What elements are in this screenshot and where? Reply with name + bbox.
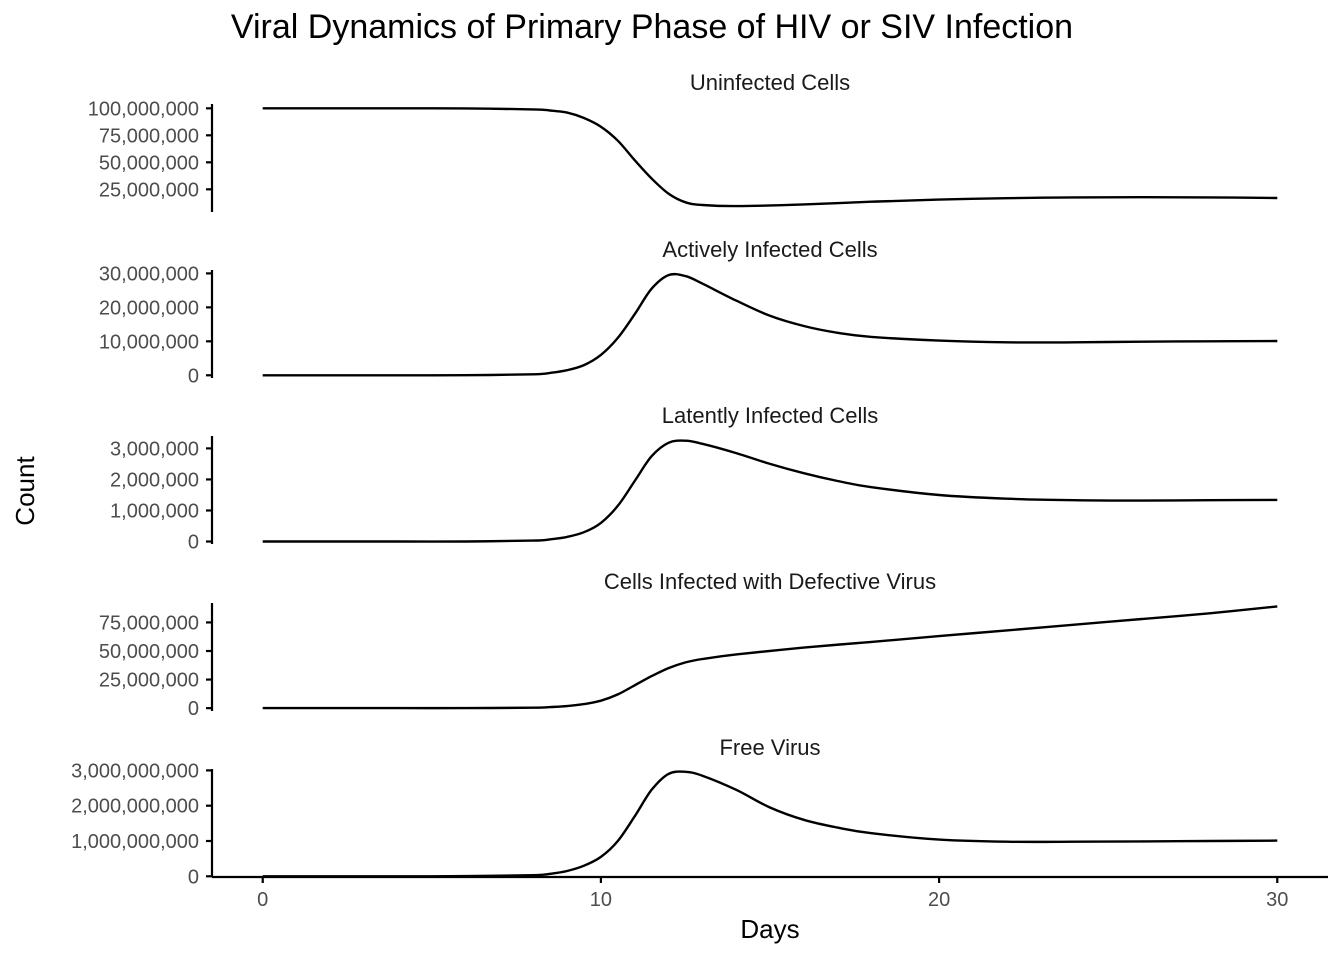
y-tick-label: 0 [188, 866, 199, 888]
panel-3: Latently Infected Cells 0 1,000,000 2,000,0… [110, 403, 1278, 554]
y-tick-label: 0 [188, 365, 199, 387]
y-tick-label: 25,000,000 [99, 670, 199, 692]
y-tick-label: 10,000,000 [99, 331, 199, 353]
y-tick-label: 1,000,000,000 [71, 831, 199, 853]
y-axis-title: Count [10, 456, 40, 526]
y-tick-label: 3,000,000,000 [71, 760, 199, 782]
panels: Uninfected Cells 25,000,000 50,000,000 75,0… [71, 70, 1278, 888]
y-tick-label: 25,000,000 [99, 179, 199, 201]
y-tick-label: 30,000,000 [99, 263, 199, 285]
y-tick-label: 20,000,000 [99, 297, 199, 319]
x-tick-label: 20 [928, 889, 950, 911]
series-line [262, 439, 1278, 543]
series-line [262, 605, 1278, 710]
series-line [262, 770, 1278, 878]
y-tick-label: 1,000,000 [110, 500, 199, 522]
series-line [262, 107, 1278, 208]
panel-title: Cells Infected with Defective Virus [604, 569, 936, 594]
panel-title: Uninfected Cells [690, 70, 850, 95]
panel-5: Free Virus 0 1,000,000,000 2,000,000,000 3,0… [71, 735, 1278, 888]
panel-title: Free Virus [719, 735, 820, 760]
panel-1: Uninfected Cells 25,000,000 50,000,000 75,0… [88, 70, 1278, 212]
series-line [262, 272, 1278, 377]
panel-title: Actively Infected Cells [662, 237, 877, 262]
panel-2: Actively Infected Cells 0 10,000,000 20,000… [99, 237, 1278, 387]
x-tick-label: 30 [1266, 889, 1288, 911]
panel-4: Cells Infected with Defective Virus 0 25,0… [99, 569, 1278, 720]
y-tick-label: 50,000,000 [99, 152, 199, 174]
y-tick-label: 3,000,000 [110, 438, 199, 460]
y-tick-label: 0 [188, 698, 199, 720]
y-tick-label: 0 [188, 532, 199, 554]
y-tick-label: 2,000,000 [110, 469, 199, 491]
x-axis-title: Days [740, 914, 799, 944]
chart-title: Viral Dynamics of Primary Phase of HIV o… [231, 8, 1073, 46]
x-tick-label: 10 [590, 889, 612, 911]
y-tick-label: 2,000,000,000 [71, 796, 199, 818]
panel-title: Latently Infected Cells [662, 403, 878, 428]
x-axis: 0 10 20 30 [212, 875, 1328, 911]
y-tick-label: 50,000,000 [99, 641, 199, 663]
y-tick-label: 75,000,000 [99, 612, 199, 634]
y-tick-label: 75,000,000 [99, 125, 199, 147]
y-tick-label: 100,000,000 [88, 98, 199, 120]
x-tick-label: 0 [257, 889, 268, 911]
